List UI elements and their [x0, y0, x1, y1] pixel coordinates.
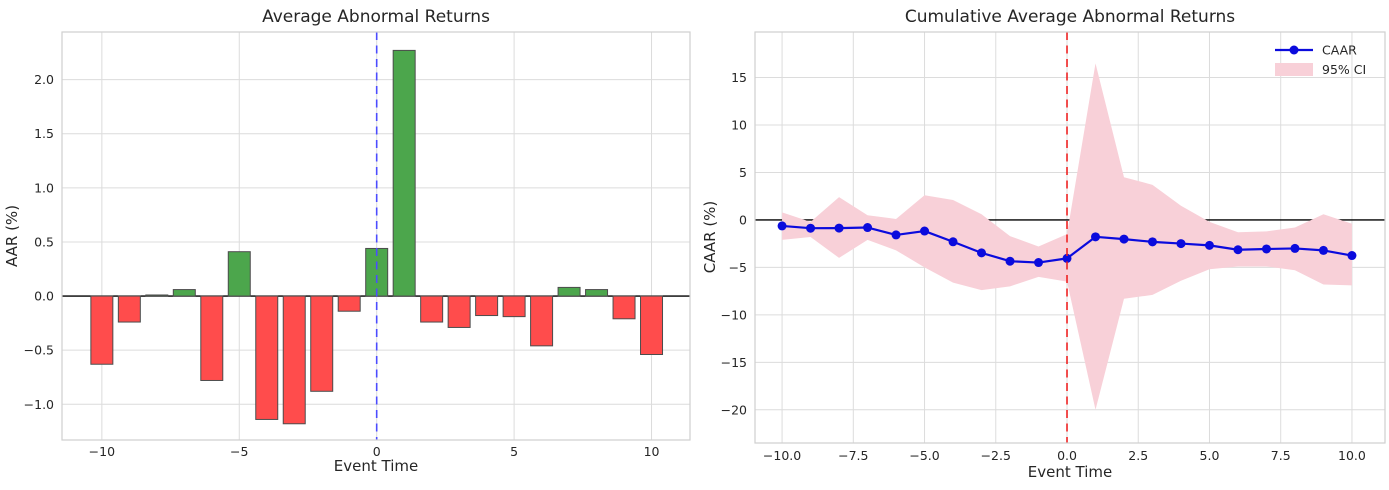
caar-point: [806, 223, 816, 233]
y-tick-label: 1.0: [34, 180, 54, 195]
x-tick-label: 5: [510, 444, 518, 459]
legend: CAAR 95% CI: [1275, 43, 1366, 77]
caar-x-axis-label: Event Time: [1028, 463, 1112, 481]
x-tick-label: 2.5: [1128, 448, 1148, 463]
aar-bar-negative: [475, 295, 499, 317]
caar-point: [777, 221, 787, 231]
aar-bar-positive: [392, 49, 416, 297]
caar-point: [1119, 234, 1129, 244]
y-tick-label: 5: [739, 165, 747, 180]
legend-ci-swatch: [1275, 63, 1313, 76]
y-tick-label: −20: [721, 402, 747, 417]
aar-bar-negative: [530, 295, 554, 347]
caar-point: [834, 223, 844, 233]
aar-bar-negative: [200, 295, 224, 381]
caar-chart-title: Cumulative Average Abnormal Returns: [905, 7, 1235, 27]
y-tick-label: 0.0: [34, 289, 54, 304]
caar-point: [948, 237, 958, 247]
y-tick-label: 0: [739, 212, 747, 227]
x-tick-label: −10.0: [763, 448, 801, 463]
caar-point: [1261, 244, 1271, 254]
y-tick-label: −10: [721, 307, 747, 322]
aar-bar-negative: [337, 295, 361, 312]
caar-point: [863, 223, 873, 233]
x-tick-label: 0: [373, 444, 381, 459]
aar-bar-positive: [585, 289, 609, 297]
aar-chart-title: Average Abnormal Returns: [262, 7, 490, 27]
x-tick-label: −5: [230, 444, 248, 459]
caar-point: [977, 248, 987, 258]
legend-caar-marker-sample: [1289, 45, 1299, 55]
y-tick-label: −15: [721, 355, 747, 370]
aar-bar-negative: [255, 295, 279, 420]
caar-point: [1005, 256, 1015, 266]
caar-point: [920, 226, 930, 236]
caar-point: [1233, 245, 1243, 255]
aar-bar-negative: [502, 295, 526, 318]
y-tick-label: −5: [729, 260, 747, 275]
aar-bar-negative: [447, 295, 471, 328]
aar-chart-panel: −10 −5 0 5 10 2.0 1.5 1.0 0.5 0.0 −0.5 −1.0 Average…: [3, 7, 691, 475]
x-tick-label: 10: [644, 444, 660, 459]
x-tick-label: 5.0: [1200, 448, 1220, 463]
aar-bar-positive: [172, 289, 196, 297]
plot-border: [754, 31, 1386, 444]
caar-chart-panel: −10.0 −7.5 −5.0 −2.5 0.0 2.5 5.0 7.5 10.0 15 10 5 0 −…: [701, 7, 1386, 481]
aar-bar-negative: [640, 295, 664, 356]
caar-point: [1062, 253, 1072, 263]
y-tick-label: 15: [731, 70, 747, 85]
y-tick-label: 1.5: [34, 126, 54, 141]
caar-point: [1347, 251, 1357, 261]
aar-x-axis-label: Event Time: [334, 457, 418, 475]
aar-bar-positive: [145, 294, 169, 297]
caar-point: [1318, 245, 1328, 255]
caar-point: [1091, 232, 1101, 242]
aar-bar-negative: [420, 295, 444, 323]
y-tick-label: −1.0: [24, 397, 54, 412]
caar-y-axis-label: CAAR (%): [701, 201, 719, 274]
aar-plot-layer: −10 −5 0 5 10 2.0 1.5 1.0 0.5 0.0 −0.5 −1.0: [24, 31, 691, 459]
aar-bar-negative: [282, 295, 306, 425]
aar-bar-positive: [557, 286, 581, 297]
x-tick-label: −7.5: [838, 448, 868, 463]
aar-y-axis-label: AAR (%): [3, 205, 21, 267]
y-tick-label: 2.0: [34, 72, 54, 87]
aar-bar-negative: [117, 295, 141, 323]
legend-caar-label: CAAR: [1322, 43, 1357, 58]
y-tick-label: 0.5: [34, 234, 54, 249]
caar-point: [1204, 240, 1214, 250]
plot-border: [61, 31, 691, 441]
aar-bar-negative: [310, 295, 334, 392]
x-tick-label: 7.5: [1271, 448, 1291, 463]
legend-ci-label: 95% CI: [1322, 62, 1366, 77]
y-tick-label: −0.5: [24, 343, 54, 358]
aar-bar-negative: [612, 295, 636, 320]
caar-plot-layer: −10.0 −7.5 −5.0 −2.5 0.0 2.5 5.0 7.5 10.0 15 10 5 0 −…: [721, 31, 1386, 463]
caar-point: [891, 230, 901, 240]
x-tick-label: −5.0: [909, 448, 939, 463]
x-tick-label: 10.0: [1338, 448, 1366, 463]
aar-bar-positive: [227, 251, 251, 297]
caar-point: [1290, 243, 1300, 253]
x-tick-label: 0.0: [1057, 448, 1077, 463]
caar-point: [1034, 258, 1044, 268]
y-tick-label: 10: [731, 118, 747, 133]
x-tick-label: −10: [89, 444, 115, 459]
caar-point: [1147, 237, 1157, 247]
x-tick-label: −2.5: [981, 448, 1011, 463]
aar-bar-negative: [90, 295, 114, 365]
caar-point: [1176, 239, 1186, 249]
